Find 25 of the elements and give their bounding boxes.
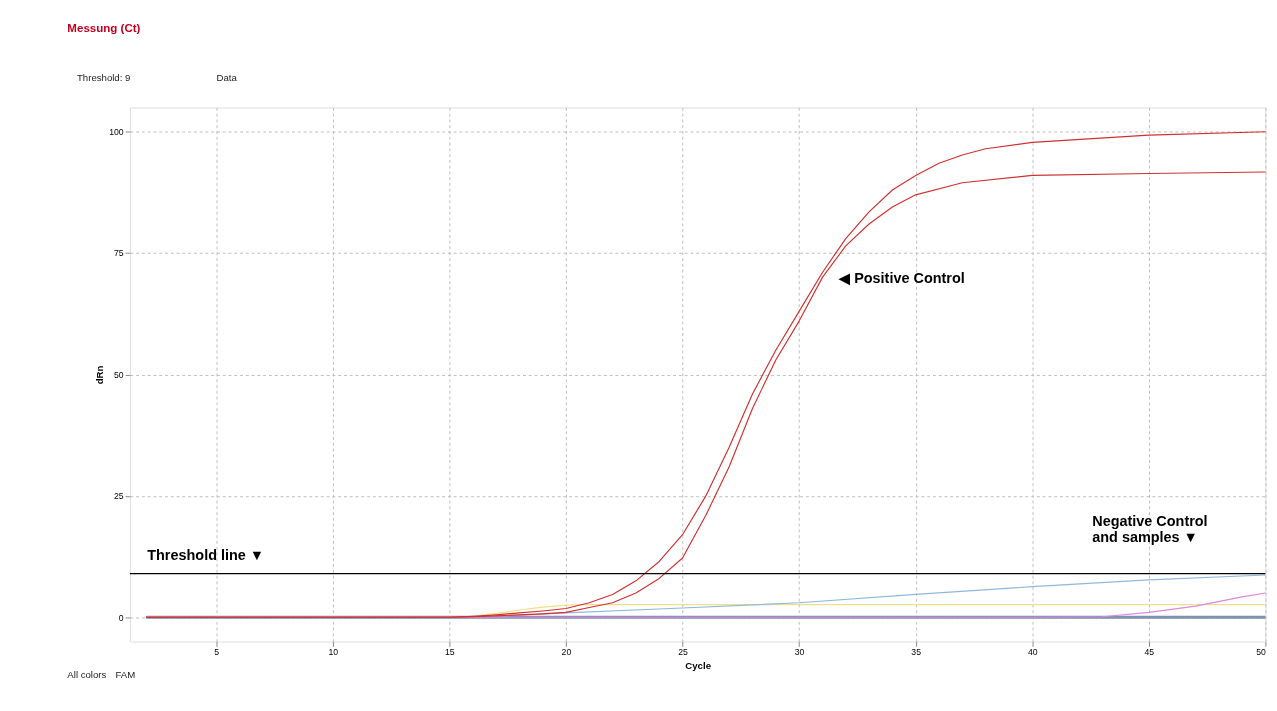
- annotation: ◀ Positive Control: [838, 269, 965, 286]
- text: Threshold: 9: [76, 72, 131, 84]
- y-tick-label: 50: [114, 369, 124, 380]
- x-tick-label: 10: [328, 647, 339, 658]
- y-tick-label: 25: [114, 491, 124, 502]
- x-tick-label: 50: [1256, 647, 1267, 658]
- y-tick-label: 0: [118, 612, 124, 623]
- x-tick-label: 20: [561, 647, 572, 658]
- x-tick-label: 30: [794, 647, 805, 658]
- x-tick-label: 40: [1027, 647, 1038, 658]
- y-axis-title: dRn: [94, 365, 106, 385]
- x-tick-label: 15: [445, 647, 455, 658]
- chart-title: Messung (Ct): [67, 22, 141, 35]
- annotation: Threshold line ▼: [147, 546, 265, 563]
- y-tick-label: 75: [114, 248, 124, 259]
- annotation: Negative Control and samples ▼: [1092, 513, 1208, 546]
- x-tick-label: 5: [214, 647, 220, 658]
- x-tick-label: 45: [1144, 647, 1155, 658]
- text: All colors: [67, 669, 107, 681]
- y-tick-label: 100: [109, 127, 124, 138]
- x-axis-title: Cycle: [685, 659, 712, 671]
- x-tick-label: 35: [911, 647, 922, 658]
- text: Data: [216, 72, 238, 84]
- text: FAM: [115, 669, 136, 681]
- x-tick-label: 25: [678, 647, 688, 658]
